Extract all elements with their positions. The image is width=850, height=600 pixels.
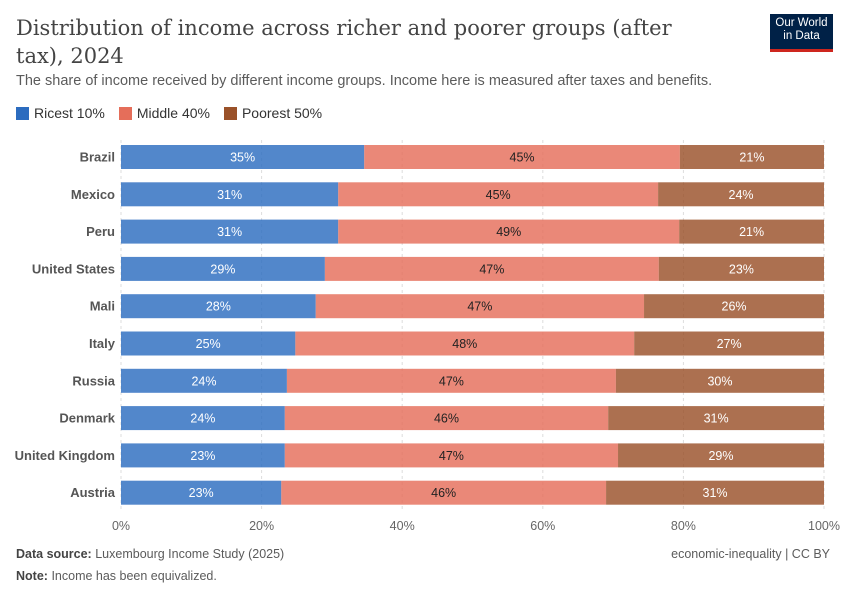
- bar-segment[interactable]: [284, 443, 619, 468]
- legend-label: Middle 40%: [136, 105, 210, 121]
- bar-segment[interactable]: [286, 368, 616, 393]
- bar-value-label: 46%: [434, 412, 459, 426]
- y-category-label: Mexico: [71, 187, 115, 202]
- bar-value-label: 45%: [510, 151, 535, 165]
- legend: Ricest 10% Middle 40% Poorest 50%: [16, 105, 322, 121]
- source-label: Data source:: [16, 547, 92, 561]
- chart-title: Distribution of income across richer and…: [16, 16, 672, 68]
- y-category-label: United States: [32, 261, 115, 276]
- bar-value-label: 47%: [439, 374, 464, 388]
- x-tick-label: 100%: [808, 519, 840, 533]
- bar-value-label: 26%: [722, 300, 747, 314]
- bar-segment[interactable]: [618, 443, 824, 468]
- note-text: Income has been equivalized.: [51, 569, 217, 583]
- bar-segment[interactable]: [121, 219, 339, 244]
- bar-segment[interactable]: [281, 480, 607, 505]
- bar-segment[interactable]: [679, 219, 824, 244]
- bar-segment[interactable]: [315, 294, 645, 319]
- bar-value-label: 29%: [210, 262, 235, 276]
- data-source: Data source: Luxembourg Income Study (20…: [16, 547, 284, 561]
- legend-item[interactable]: Ricest 10%: [16, 105, 105, 121]
- bar-segment[interactable]: [121, 443, 285, 468]
- license[interactable]: economic-inequality | CC BY: [671, 547, 830, 561]
- y-category-label: Austria: [70, 485, 116, 500]
- y-category-label: Mali: [90, 299, 115, 314]
- bar-segment[interactable]: [121, 182, 339, 207]
- y-category-label: United Kingdom: [15, 448, 115, 463]
- bar-value-label: 30%: [707, 374, 732, 388]
- bar-value-label: 29%: [708, 449, 733, 463]
- x-tick-label: 0%: [112, 519, 130, 533]
- bar-value-label: 48%: [452, 337, 477, 351]
- bar-segment[interactable]: [284, 406, 609, 431]
- legend-label: Ricest 10%: [34, 105, 105, 121]
- x-tick-label: 60%: [530, 519, 555, 533]
- note-label: Note:: [16, 569, 48, 583]
- chart-subtitle: The share of income received by differen…: [16, 73, 713, 89]
- legend-item[interactable]: Middle 40%: [118, 105, 210, 121]
- legend-label: Poorest 50%: [241, 105, 323, 121]
- bar-value-label: 25%: [196, 337, 221, 351]
- bar-segment[interactable]: [658, 182, 824, 207]
- bar-segment[interactable]: [634, 331, 824, 356]
- bar-value-label: 24%: [190, 412, 215, 426]
- bar-value-label: 35%: [230, 151, 255, 165]
- bar-value-label: 47%: [479, 262, 504, 276]
- bar-value-label: 49%: [496, 225, 521, 239]
- bar-value-label: 24%: [729, 188, 754, 202]
- bar-segment[interactable]: [658, 256, 824, 281]
- x-tick-label: 80%: [671, 519, 696, 533]
- legend-swatch: [118, 106, 132, 120]
- y-category-label: Denmark: [59, 411, 115, 426]
- bar-segment[interactable]: [364, 145, 680, 169]
- bar-value-label: 31%: [217, 188, 242, 202]
- legend-swatch: [16, 106, 29, 120]
- note: Note: Income has been equivalized.: [16, 569, 217, 583]
- bar-value-label: 21%: [739, 151, 764, 165]
- bar-segment[interactable]: [121, 145, 365, 169]
- bar-value-label: 24%: [191, 374, 216, 388]
- x-tick-label: 40%: [390, 519, 415, 533]
- bar-value-label: 31%: [703, 486, 728, 500]
- owid-logo[interactable]: Our World in Data: [770, 14, 833, 52]
- bar-segment[interactable]: [121, 256, 325, 281]
- bar-value-label: 47%: [439, 449, 464, 463]
- bar-segment[interactable]: [121, 480, 282, 505]
- y-category-label: Peru: [86, 224, 115, 239]
- bar-value-label: 47%: [467, 300, 492, 314]
- bar-segment[interactable]: [338, 219, 680, 244]
- bar-segment[interactable]: [338, 182, 659, 207]
- bar-segment[interactable]: [324, 256, 659, 281]
- bar-segment[interactable]: [606, 480, 824, 505]
- bar-segment[interactable]: [644, 294, 824, 319]
- y-category-label: Italy: [89, 336, 116, 351]
- bar-value-label: 23%: [189, 486, 214, 500]
- bar-segment[interactable]: [121, 331, 296, 356]
- bar-segment[interactable]: [295, 331, 635, 356]
- bar-segment[interactable]: [608, 406, 824, 431]
- bar-value-label: 28%: [206, 300, 231, 314]
- bar-value-label: 23%: [190, 449, 215, 463]
- bar-value-label: 46%: [431, 486, 456, 500]
- y-category-label: Brazil: [80, 150, 115, 165]
- bar-segment[interactable]: [121, 406, 285, 431]
- source-link[interactable]: Luxembourg Income Study (2025): [95, 547, 285, 561]
- legend-item[interactable]: Poorest 50%: [223, 105, 323, 121]
- x-tick-label: 20%: [249, 519, 274, 533]
- bar-value-label: 21%: [739, 225, 764, 239]
- bar-segment[interactable]: [615, 368, 824, 393]
- bar-segment[interactable]: [121, 368, 287, 393]
- y-category-label: Russia: [72, 373, 115, 388]
- bar-value-label: 23%: [729, 262, 754, 276]
- bar-value-label: 31%: [217, 225, 242, 239]
- bar-segment[interactable]: [121, 294, 316, 319]
- bar-value-label: 31%: [704, 412, 729, 426]
- bar-value-label: 27%: [717, 337, 742, 351]
- legend-swatch: [223, 106, 237, 120]
- bar-value-label: 45%: [486, 188, 511, 202]
- bar-segment[interactable]: [679, 145, 824, 169]
